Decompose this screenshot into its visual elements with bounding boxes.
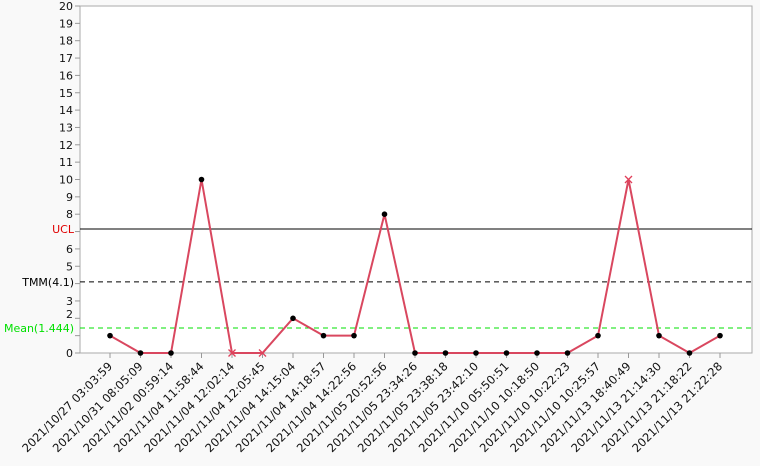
flag-x-stroke: [228, 349, 236, 357]
data-point: [564, 350, 571, 356]
y-tick-label: 9: [66, 191, 73, 204]
data-point: [656, 332, 662, 339]
y-tick-label: 13: [59, 121, 73, 134]
y-tick-label: 6: [66, 243, 73, 256]
y-tick-label: 14: [59, 104, 73, 117]
flag-x-stroke: [624, 175, 633, 184]
y-tick-label: 16: [59, 69, 73, 82]
data-point: [595, 332, 601, 339]
data-point: [412, 350, 418, 356]
reference-label: UCL: [52, 223, 75, 236]
data-point: [168, 350, 174, 356]
data-point: [137, 350, 144, 356]
data-point: [198, 176, 205, 183]
y-axis: 0 23 5 6 8 9 10 11 12 13 14 15 16 17 18 19 20: [59, 0, 80, 360]
y-tick-label: 17: [59, 52, 73, 65]
data-point: [107, 332, 113, 339]
y-tick-label: 18: [59, 35, 73, 48]
plot-area: [79, 5, 753, 354]
reference-label: Mean(1.444): [4, 322, 74, 335]
y-tick-label: 19: [59, 17, 73, 30]
flagged-point: [258, 349, 267, 357]
flagged-point: [228, 349, 236, 357]
y-tick-label: 3: [66, 295, 73, 308]
data-point: [442, 350, 449, 356]
y-tick-label: 2: [66, 308, 73, 321]
data-point: [686, 350, 693, 356]
data-point: [320, 332, 327, 339]
y-tick-label: 12: [59, 139, 73, 152]
reference-label: TMM(4.1): [21, 276, 74, 289]
flagged-point: [624, 175, 633, 184]
y-tick-label: 0: [66, 347, 73, 360]
flag-x-stroke: [258, 349, 267, 357]
y-tick-label: 8: [66, 208, 73, 221]
data-point: [351, 332, 357, 339]
data-point: [290, 315, 296, 322]
data-point: [473, 350, 479, 356]
y-tick-label: 20: [59, 0, 73, 13]
series: [107, 175, 723, 357]
data-point: [503, 350, 510, 356]
y-tick-label: 10: [59, 174, 73, 187]
data-point: [717, 332, 723, 339]
y-tick-label: 11: [59, 156, 73, 169]
data-point: [534, 350, 540, 356]
y-tick-label: 15: [59, 87, 73, 100]
y-tick-label: 5: [66, 260, 73, 273]
data-point: [381, 211, 388, 217]
